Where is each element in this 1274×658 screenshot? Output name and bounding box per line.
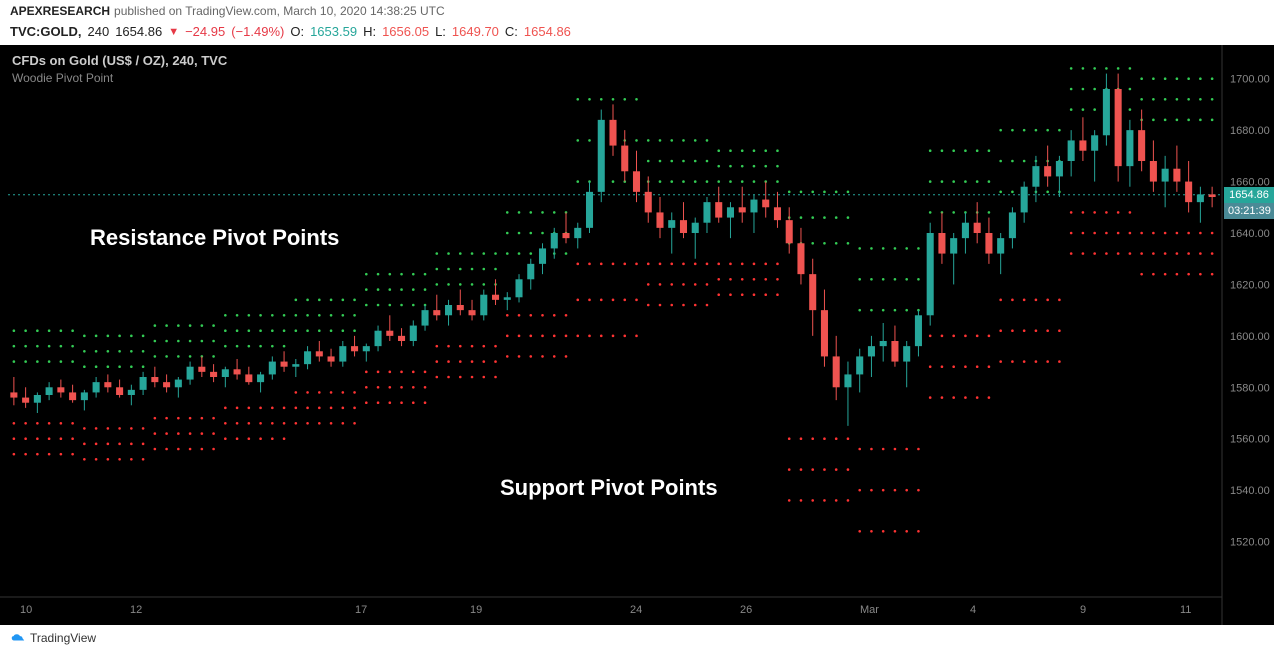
countdown-tag: 03:21:39 xyxy=(1224,203,1274,219)
svg-text:10: 10 xyxy=(20,604,32,616)
svg-text:9: 9 xyxy=(1080,604,1086,616)
last-price-tag: 1654.86 xyxy=(1224,187,1274,203)
tradingview-icon xyxy=(10,633,26,643)
ohlc-c-label: C: xyxy=(505,24,518,39)
quote-bar: TVC:GOLD, 240 1654.86 ▼ −24.95 (−1.49%) … xyxy=(0,22,1274,45)
svg-text:1620.00: 1620.00 xyxy=(1230,279,1270,291)
ohlc-o-label: O: xyxy=(290,24,304,39)
ohlc-c-value: 1654.86 xyxy=(524,24,571,39)
chart-annotation: Resistance Pivot Points xyxy=(90,225,339,251)
svg-text:4: 4 xyxy=(970,604,976,616)
ohlc-l-label: L: xyxy=(435,24,446,39)
publish-meta: published on TradingView.com, March 10, … xyxy=(114,4,445,18)
publish-header: APEXRESEARCH published on TradingView.co… xyxy=(0,0,1274,22)
svg-text:Mar: Mar xyxy=(860,604,879,616)
svg-text:1560.00: 1560.00 xyxy=(1230,434,1270,446)
price-change: −24.95 xyxy=(185,24,225,39)
svg-text:1680.00: 1680.00 xyxy=(1230,125,1270,137)
ohlc-h-label: H: xyxy=(363,24,376,39)
chart-annotation: Support Pivot Points xyxy=(500,475,718,501)
svg-text:19: 19 xyxy=(470,604,482,616)
svg-text:1540.00: 1540.00 xyxy=(1230,485,1270,497)
svg-text:1640.00: 1640.00 xyxy=(1230,228,1270,240)
footer-brand: TradingView xyxy=(0,625,1274,651)
svg-text:26: 26 xyxy=(740,604,752,616)
ohlc-o-value: 1653.59 xyxy=(310,24,357,39)
ohlc-l-value: 1649.70 xyxy=(452,24,499,39)
price-chart[interactable]: 1520.00 1540.00 1560.00 1580.00 1600.00 1620.… xyxy=(0,45,1274,625)
svg-text:17: 17 xyxy=(355,604,367,616)
svg-text:12: 12 xyxy=(130,604,142,616)
svg-text:1600.00: 1600.00 xyxy=(1230,331,1270,343)
chart-subtitle: Woodie Pivot Point xyxy=(12,71,113,85)
timeframe-label: 240 xyxy=(88,24,110,39)
svg-text:24: 24 xyxy=(630,604,642,616)
last-price: 1654.86 xyxy=(115,24,162,39)
chart-canvas: 1520.00 1540.00 1560.00 1580.00 1600.00 1620.… xyxy=(0,45,1274,625)
chart-title: CFDs on Gold (US$ / OZ), 240, TVC xyxy=(12,53,227,68)
svg-text:1580.00: 1580.00 xyxy=(1230,382,1270,394)
svg-text:1520.00: 1520.00 xyxy=(1230,537,1270,549)
publisher-name: APEXRESEARCH xyxy=(10,4,110,18)
svg-text:11: 11 xyxy=(1180,604,1191,616)
footer-brand-label: TradingView xyxy=(30,631,96,645)
svg-text:1700.00: 1700.00 xyxy=(1230,74,1270,86)
ohlc-h-value: 1656.05 xyxy=(382,24,429,39)
symbol-label: TVC:GOLD, xyxy=(10,24,82,39)
price-change-pct: (−1.49%) xyxy=(231,24,284,39)
change-arrow-icon: ▼ xyxy=(168,26,179,38)
